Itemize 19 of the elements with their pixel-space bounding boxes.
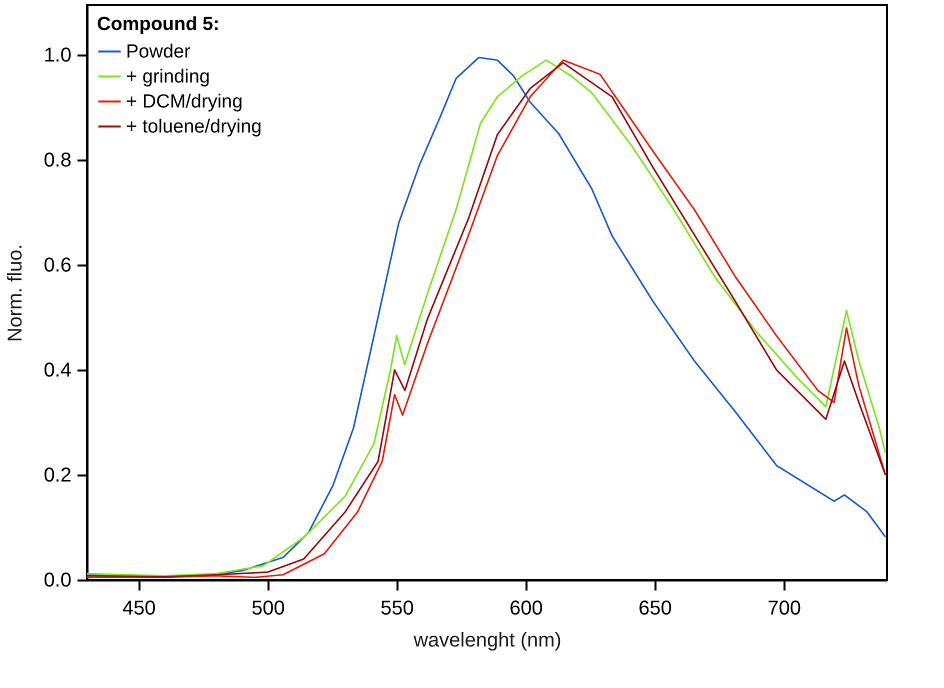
x-tick-label: 500 xyxy=(251,598,285,620)
x-axis-title: wavelenght (nm) xyxy=(412,630,562,652)
y-tick-label: 1.0 xyxy=(44,44,72,66)
y-tick-label: 0.2 xyxy=(44,464,72,486)
y-tick-label: 0.0 xyxy=(44,570,72,592)
y-tick-label: 0.6 xyxy=(44,254,72,276)
x-tick-label: 550 xyxy=(380,598,414,620)
y-tick-label: 0.4 xyxy=(44,359,72,382)
legend-label: + DCM/drying xyxy=(126,92,243,112)
legend-label: + grinding xyxy=(126,66,210,88)
y-tick-label: 0.8 xyxy=(44,149,72,172)
x-tick-label: 650 xyxy=(638,598,672,620)
legend-label: + toluene/drying xyxy=(126,116,262,138)
y-axis-title: Norm. fluo. xyxy=(4,244,27,342)
x-tick-label: 600 xyxy=(510,598,543,620)
x-tick-label: 700 xyxy=(768,598,801,620)
x-tick-label: 450 xyxy=(122,598,156,620)
legend-title: Compound 5: xyxy=(97,14,220,35)
legend-label: Powder xyxy=(126,42,192,62)
